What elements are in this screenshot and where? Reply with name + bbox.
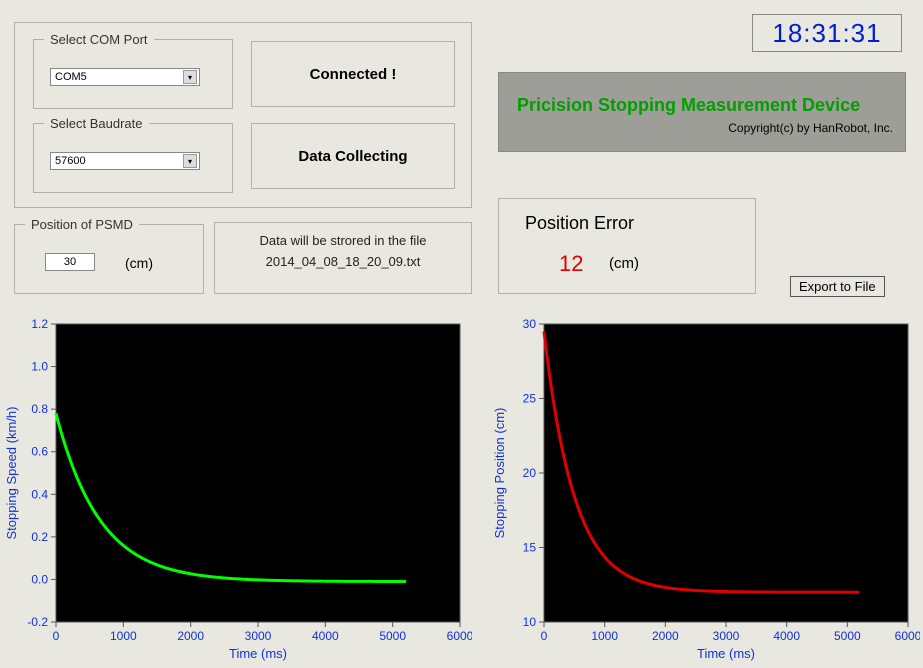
position-chart: 0 1000 2000 3000 4000 5000 6000 10 15 20 25 30 Time … [490,314,920,664]
com-port-group: Select COM Port COM5 ▾ [33,39,233,109]
com-port-value: COM5 [55,71,87,83]
svg-text:3000: 3000 [245,629,272,643]
com-port-label: Select COM Port [44,32,154,47]
com-port-select[interactable]: COM5 ▾ [50,68,200,86]
svg-text:0.6: 0.6 [31,445,48,459]
svg-text:0: 0 [53,629,60,643]
speed-chart: 0 1000 2000 3000 4000 5000 6000 -0.2 0.0 0.2 0.4 0.… [2,314,472,664]
svg-text:20: 20 [523,466,537,480]
baudrate-select[interactable]: 57600 ▾ [50,152,200,170]
svg-text:5000: 5000 [379,629,406,643]
connect-status-box[interactable]: Connected ! [251,41,455,107]
app-title: Pricision Stopping Measurement Device [517,95,860,116]
export-button-label: Export to File [799,279,876,294]
clock-display: 18:31:31 [752,14,902,52]
file-info-line1: Data will be strored in the file [215,233,471,248]
svg-text:6000: 6000 [895,629,920,643]
baudrate-label: Select Baudrate [44,116,149,131]
svg-text:30: 30 [523,317,537,331]
position-error-label: Position Error [525,213,634,234]
svg-text:1000: 1000 [591,629,618,643]
data-collecting-label: Data Collecting [298,148,407,165]
svg-text:5000: 5000 [834,629,861,643]
position-error-panel: Position Error 12 (cm) [498,198,756,294]
svg-text:2000: 2000 [177,629,204,643]
svg-text:0: 0 [541,629,548,643]
svg-text:0.4: 0.4 [31,487,48,501]
svg-text:Stopping Position (cm): Stopping Position (cm) [492,408,507,539]
copyright-text: Copyright(c) by HanRobot, Inc. [728,121,893,135]
psmd-unit: (cm) [125,255,153,271]
psmd-input[interactable]: 30 [45,253,95,271]
psmd-group: Position of PSMD 30 (cm) [14,224,204,294]
svg-text:0.0: 0.0 [31,572,48,586]
dropdown-icon[interactable]: ▾ [183,70,197,84]
file-info-box: Data will be strored in the file 2014_04… [214,222,472,294]
svg-text:25: 25 [523,392,537,406]
file-info-line2: 2014_04_08_18_20_09.txt [215,254,471,269]
svg-text:10: 10 [523,615,537,629]
svg-text:-0.2: -0.2 [27,615,48,629]
app-root: 18:31:31 Select COM Port COM5 ▾ Select B… [0,0,923,668]
export-button[interactable]: Export to File [790,276,885,297]
connect-status-label: Connected ! [310,66,397,83]
svg-text:0.2: 0.2 [31,530,48,544]
baudrate-group: Select Baudrate 57600 ▾ [33,123,233,193]
psmd-label: Position of PSMD [25,217,139,232]
svg-text:Time (ms): Time (ms) [697,646,755,661]
svg-text:Time (ms): Time (ms) [229,646,287,661]
svg-text:15: 15 [523,541,537,555]
connection-panel: Select COM Port COM5 ▾ Select Baudrate 5… [14,22,472,208]
psmd-value: 30 [64,256,76,268]
svg-text:Stopping Speed (km/h): Stopping Speed (km/h) [4,407,19,540]
svg-text:6000: 6000 [447,629,472,643]
position-error-unit: (cm) [609,255,639,272]
svg-text:2000: 2000 [652,629,679,643]
position-error-value: 12 [559,251,583,277]
svg-text:4000: 4000 [312,629,339,643]
svg-text:1.2: 1.2 [31,317,48,331]
dropdown-icon[interactable]: ▾ [183,154,197,168]
svg-text:0.8: 0.8 [31,402,48,416]
svg-text:1.0: 1.0 [31,360,48,374]
svg-text:4000: 4000 [773,629,800,643]
baudrate-value: 57600 [55,155,86,167]
title-panel: Pricision Stopping Measurement Device Co… [498,72,906,152]
svg-text:1000: 1000 [110,629,137,643]
data-collecting-box[interactable]: Data Collecting [251,123,455,189]
svg-text:3000: 3000 [713,629,740,643]
